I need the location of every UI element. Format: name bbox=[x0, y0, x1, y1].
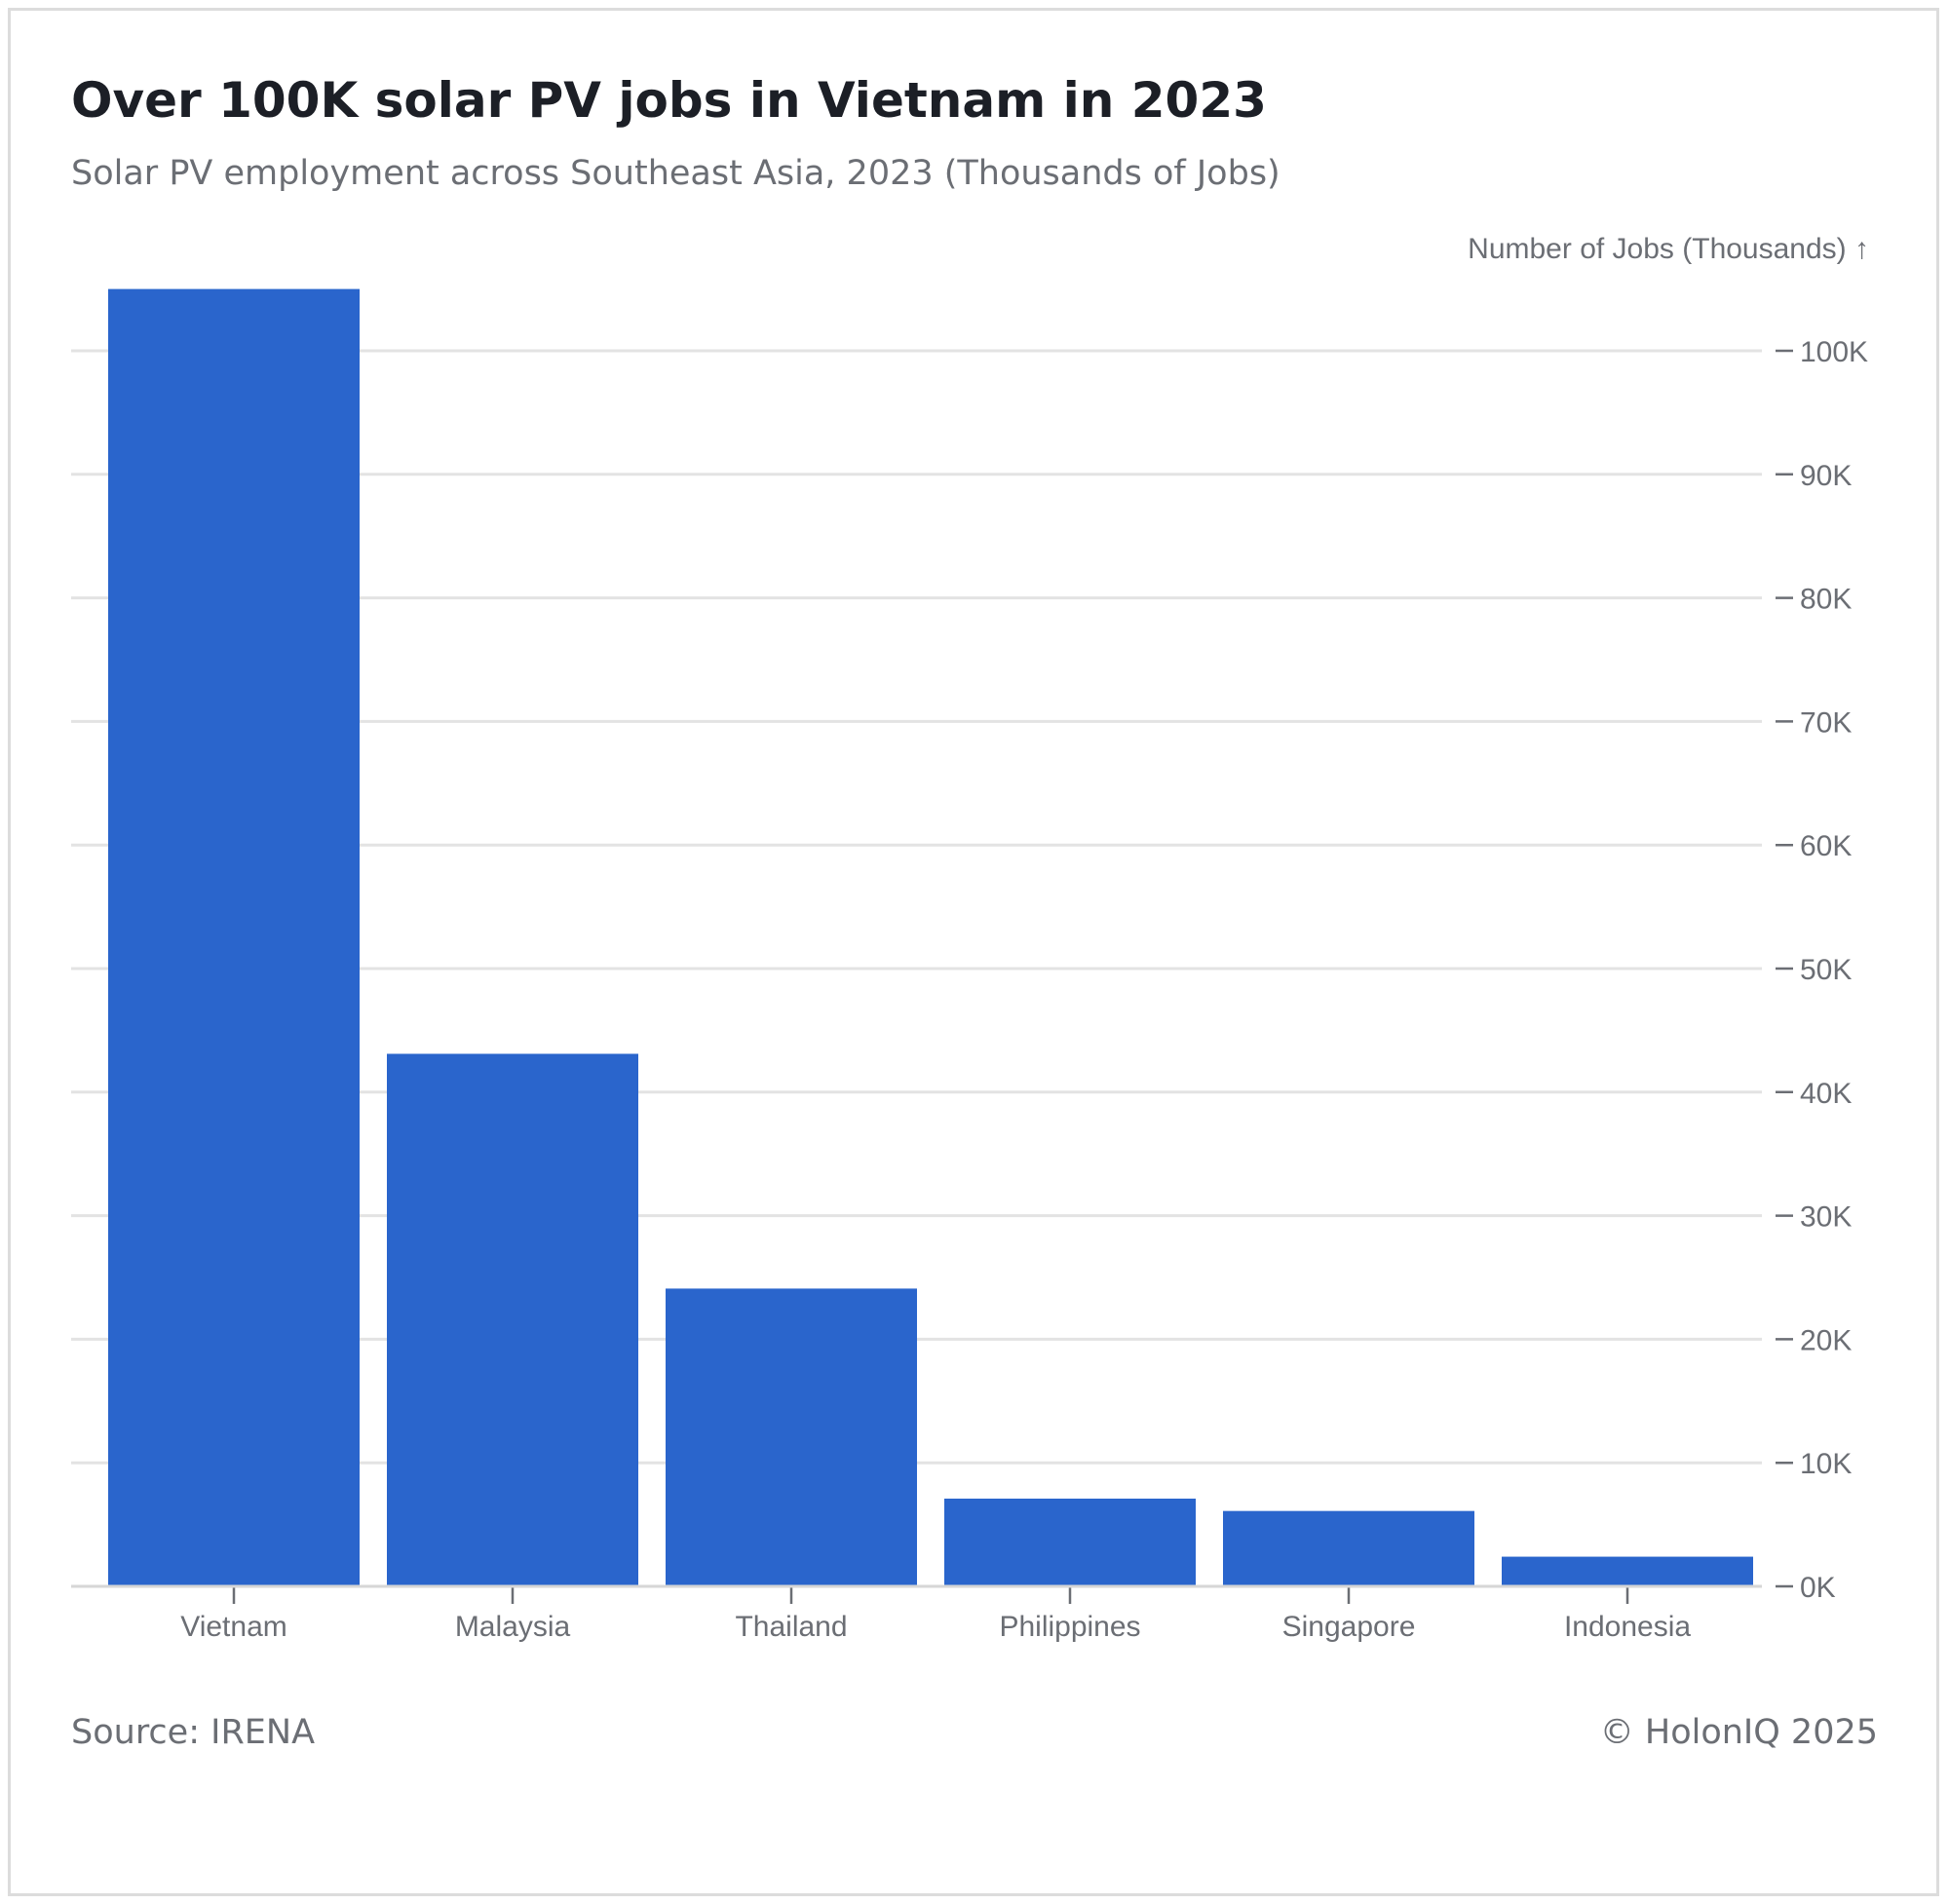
y-tick-label: 20K bbox=[1800, 1324, 1852, 1356]
y-tick-label: 80K bbox=[1800, 584, 1852, 616]
x-tick-label: Singapore bbox=[1282, 1611, 1416, 1643]
bar-malaysia bbox=[387, 1053, 638, 1586]
bar-singapore bbox=[1223, 1510, 1474, 1586]
x-tick-label: Philippines bbox=[999, 1611, 1140, 1643]
bar-thailand bbox=[666, 1288, 917, 1586]
y-tick-label: 60K bbox=[1800, 830, 1852, 862]
bar-philippines bbox=[944, 1498, 1196, 1586]
y-tick-label: 30K bbox=[1800, 1201, 1852, 1234]
x-tick-label: Malaysia bbox=[455, 1611, 571, 1643]
y-axis-title: Number of Jobs (Thousands) ↑ bbox=[1468, 233, 1869, 265]
y-tick-label: 100K bbox=[1800, 336, 1868, 368]
x-tick-label: Indonesia bbox=[1564, 1611, 1691, 1643]
axes: 0K 10K 20K 30K 40K 50K 60K 70K 80K 90K 100K Number … bbox=[71, 233, 1869, 1643]
chart-title: Over 100K solar PV jobs in Vietnam in 20… bbox=[71, 72, 1267, 129]
y-tick-label: 0K bbox=[1800, 1572, 1836, 1604]
y-tick-label: 90K bbox=[1800, 460, 1852, 492]
x-tick-label: Thailand bbox=[735, 1611, 847, 1643]
x-tick-label: Vietnam bbox=[180, 1611, 287, 1643]
chart-subtitle: Solar PV employment across Southeast Asi… bbox=[71, 154, 1280, 193]
copyright-note: © HolonIQ 2025 bbox=[1599, 1713, 1878, 1752]
y-tick-label: 10K bbox=[1800, 1448, 1852, 1480]
y-tick-label: 70K bbox=[1800, 706, 1852, 739]
y-tick-label: 40K bbox=[1800, 1078, 1852, 1110]
bars bbox=[108, 288, 1753, 1587]
bar-indonesia bbox=[1502, 1556, 1753, 1586]
y-tick-label: 50K bbox=[1800, 954, 1852, 986]
source-note: Source: IRENA bbox=[71, 1713, 316, 1752]
bar-vietnam bbox=[108, 288, 360, 1587]
